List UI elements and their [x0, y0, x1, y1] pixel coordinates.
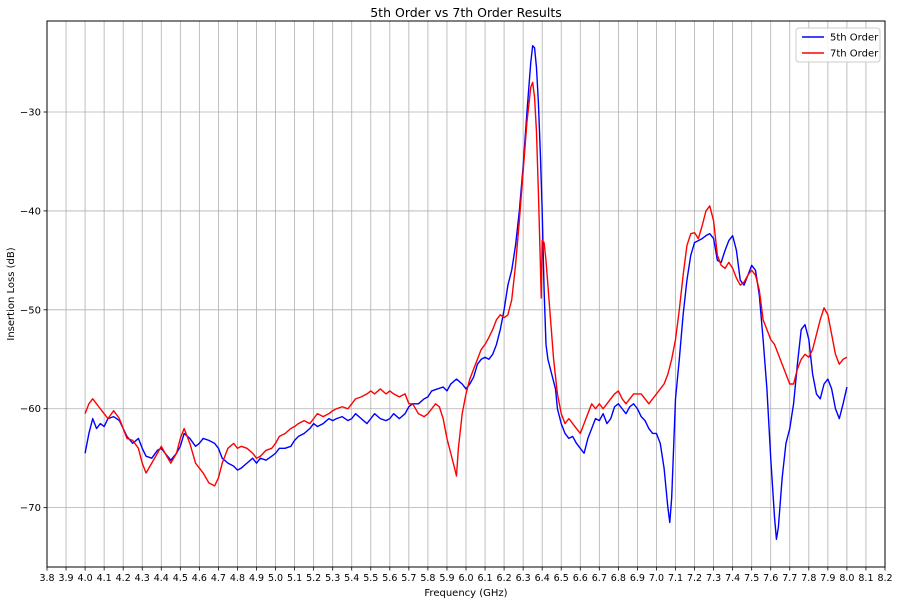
x-tick-label: 6.4 — [535, 573, 550, 584]
y-tick-label: −70 — [20, 503, 41, 514]
x-tick-label: 4.2 — [116, 573, 131, 584]
series-lines — [84, 45, 848, 540]
x-tick-label: 4.3 — [135, 573, 150, 584]
x-tick-label: 4.4 — [154, 573, 169, 584]
x-tick-label: 5.1 — [287, 573, 302, 584]
x-tick-label: 4.1 — [97, 573, 112, 584]
x-tick-label: 5.6 — [382, 573, 397, 584]
x-tick-label: 7.2 — [687, 573, 702, 584]
chart-title: 5th Order vs 7th Order Results — [370, 5, 562, 20]
y-tick-label: −60 — [20, 404, 41, 415]
x-tick-label: 7.1 — [668, 573, 683, 584]
x-axis-label: Frequency (GHz) — [424, 588, 507, 599]
x-tick-label: 5.0 — [268, 573, 283, 584]
x-tick-label: 5.9 — [439, 573, 454, 584]
x-tick-label: 8.0 — [839, 573, 854, 584]
x-tick-label: 4.0 — [78, 573, 93, 584]
x-tick-label: 3.8 — [39, 573, 54, 584]
x-tick-label: 8.1 — [858, 573, 873, 584]
legend-label-7th-order: 7th Order — [830, 49, 879, 60]
x-tick-label: 7.8 — [801, 573, 816, 584]
x-tick-label: 6.6 — [573, 573, 588, 584]
y-axis-ticks: −70 −60 −50 −40 −30 — [20, 108, 47, 514]
legend: 5th Order 7th Order — [795, 27, 881, 63]
x-tick-label: 4.9 — [249, 573, 264, 584]
x-tick-label: 6.5 — [554, 573, 569, 584]
x-tick-label: 4.7 — [211, 573, 226, 584]
x-tick-label: 5.5 — [363, 573, 378, 584]
x-tick-label: 5.7 — [401, 573, 416, 584]
y-tick-label: −40 — [20, 206, 41, 217]
x-tick-label: 5.8 — [420, 573, 435, 584]
x-tick-label: 7.5 — [744, 573, 759, 584]
x-tick-label: 6.7 — [592, 573, 607, 584]
x-tick-label: 6.3 — [516, 573, 531, 584]
x-tick-label: 7.7 — [782, 573, 797, 584]
x-axis-ticks: 3.8 3.9 4.0 4.1 4.2 4.3 4.4 4.5 4.6 4.7 4.8 4.9 5.0 5… — [39, 567, 893, 584]
x-tick-label: 4.5 — [173, 573, 188, 584]
grid — [46, 21, 886, 567]
y-tick-label: −30 — [20, 108, 41, 119]
x-tick-label: 6.9 — [630, 573, 645, 584]
x-tick-label: 6.2 — [497, 573, 512, 584]
legend-label-5th-order: 5th Order — [830, 33, 879, 44]
x-tick-label: 7.0 — [649, 573, 664, 584]
x-tick-label: 3.9 — [58, 573, 73, 584]
x-tick-label: 6.0 — [458, 573, 473, 584]
x-tick-label: 7.4 — [725, 573, 740, 584]
series-line-7th-order — [84, 81, 848, 487]
x-tick-label: 7.9 — [820, 573, 835, 584]
x-tick-label: 7.6 — [763, 573, 778, 584]
x-tick-label: 8.2 — [877, 573, 892, 584]
y-axis-label: Insertion Loss (dB) — [6, 247, 17, 340]
x-tick-label: 7.3 — [706, 573, 721, 584]
x-tick-label: 6.1 — [477, 573, 492, 584]
x-tick-label: 6.8 — [611, 573, 626, 584]
x-tick-label: 5.3 — [325, 573, 340, 584]
y-tick-label: −50 — [20, 305, 41, 316]
series-line-5th-order — [84, 45, 848, 540]
x-tick-label: 4.6 — [192, 573, 207, 584]
x-tick-label: 4.8 — [230, 573, 245, 584]
x-tick-label: 5.2 — [306, 573, 321, 584]
x-tick-label: 5.4 — [344, 573, 359, 584]
